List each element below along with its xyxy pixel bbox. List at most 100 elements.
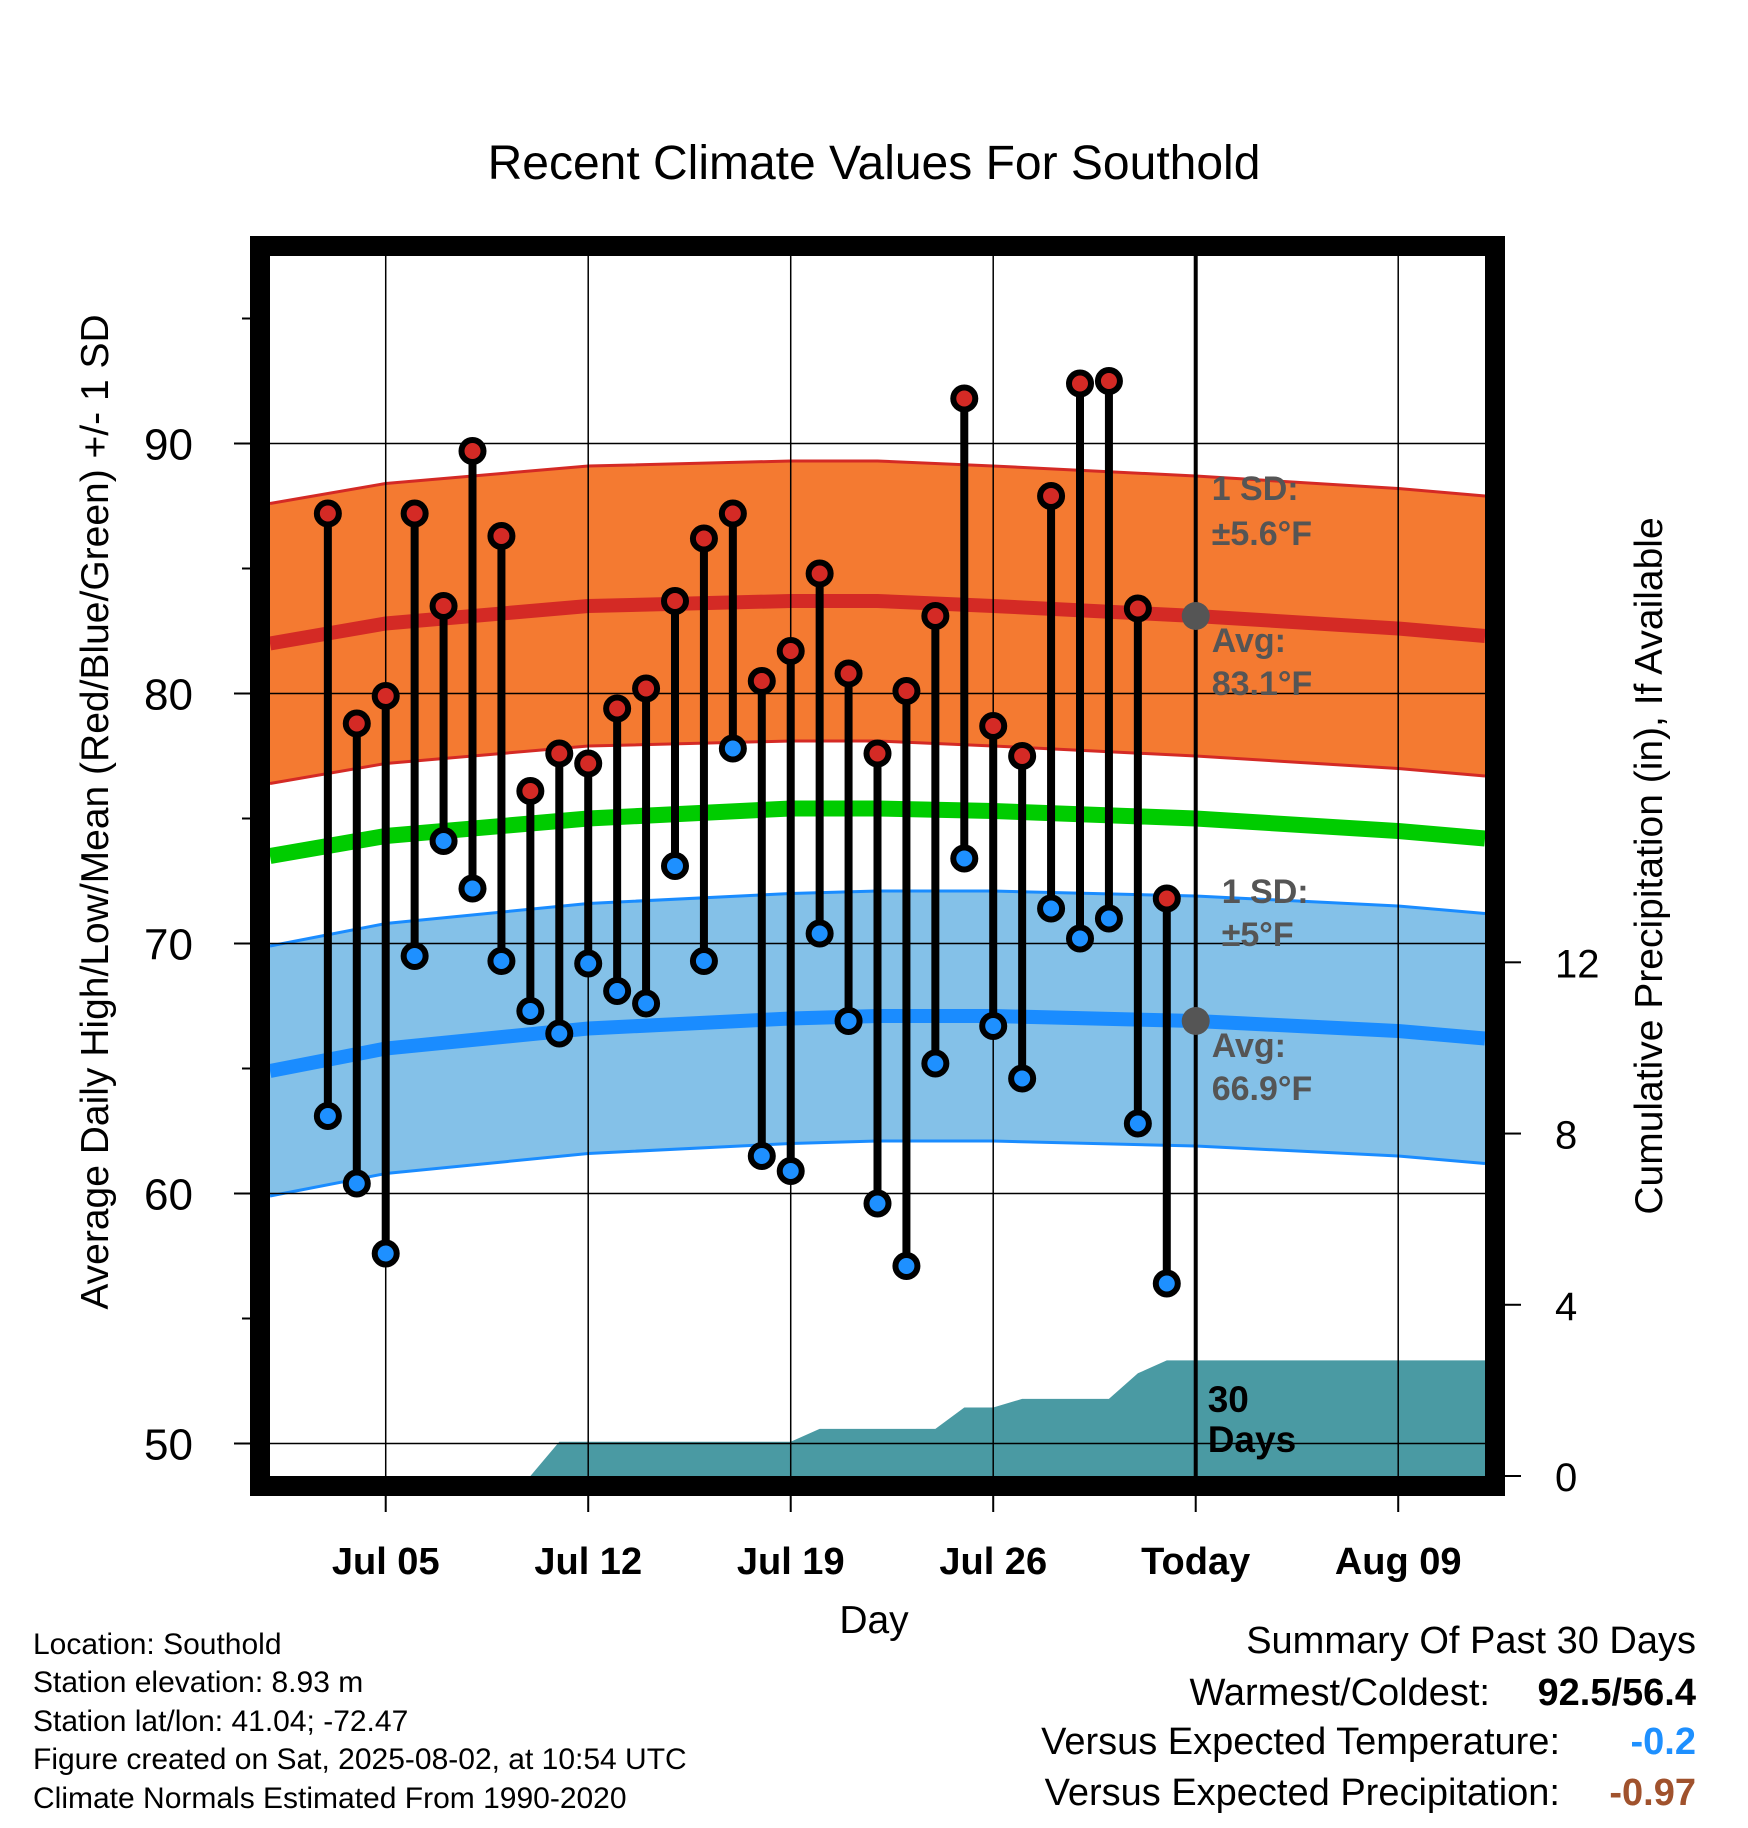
- high-sd-upper-edge: [269, 459, 1486, 505]
- low-marker: [1066, 924, 1094, 953]
- summary-warmest-coldest-label: Warmest/Coldest:: [1189, 1672, 1490, 1714]
- high-marker: [574, 749, 603, 778]
- info-latlon: Station lat/lon: 41.04; -72.47: [33, 1705, 409, 1738]
- high-marker: [342, 709, 371, 738]
- high-marker: [545, 739, 574, 768]
- low-marker: [487, 947, 516, 975]
- high-marker: [487, 522, 516, 550]
- low-marker: [834, 1007, 863, 1035]
- x-tick-label: Jul 05: [332, 1541, 440, 1583]
- low-marker: [1152, 1269, 1181, 1298]
- normal-bands: [268, 459, 1486, 1198]
- y-tick-label: 90: [144, 421, 193, 470]
- x-tick-label: Jul 26: [939, 1541, 1047, 1583]
- high-marker: [1008, 742, 1037, 770]
- low-marker: [1094, 904, 1123, 933]
- info-elevation: Station elevation: 8.93 m: [33, 1666, 364, 1699]
- y-axis-label: Average Daily High/Low/Mean (Red/Blue/Gr…: [74, 314, 117, 1309]
- today-avg-high-dot: [1181, 602, 1210, 630]
- low-marker: [342, 1169, 371, 1198]
- high-marker: [1066, 369, 1094, 398]
- axes: 50 60 70 80 90 0 4 8 12 Jul 05 Jul 12 Jul 19 Jul 26 T…: [144, 317, 1600, 1583]
- high-avg-value: 83.1°F: [1212, 665, 1313, 703]
- y2-tick-label: 0: [1555, 1456, 1577, 1500]
- high-marker: [1094, 367, 1123, 395]
- precipitation-area: [270, 1360, 1485, 1476]
- low-marker: [1123, 1109, 1152, 1138]
- low-marker: [574, 949, 603, 978]
- low-marker: [429, 827, 458, 855]
- low-sd-value: ±5°F: [1222, 916, 1294, 954]
- precipitation-fill: [270, 1360, 1485, 1476]
- plot-frame: [250, 236, 1505, 1496]
- low-marker: [689, 947, 718, 975]
- high-marker: [516, 777, 545, 805]
- info-created: Figure created on Sat, 2025-08-02, at 10…: [33, 1743, 687, 1776]
- x-tick-label: Aug 09: [1335, 1541, 1462, 1583]
- summary-title: Summary Of Past 30 Days: [1246, 1620, 1696, 1662]
- low-marker: [863, 1189, 892, 1218]
- low-marker: [400, 942, 429, 970]
- high-marker: [689, 524, 718, 553]
- low-marker: [718, 734, 747, 763]
- high-marker: [371, 682, 400, 710]
- info-location: Location: Southold: [33, 1628, 282, 1661]
- high-marker: [1152, 884, 1181, 913]
- low-marker: [545, 1019, 574, 1048]
- low-marker: [979, 1012, 1008, 1040]
- low-marker: [1008, 1064, 1037, 1093]
- low-marker: [661, 852, 689, 880]
- high-marker: [603, 694, 632, 723]
- low-marker: [776, 1157, 805, 1185]
- y-tick-label: 70: [144, 921, 193, 970]
- summary-warmest-coldest-value: 92.5/56.4: [1537, 1672, 1697, 1714]
- high-marker: [892, 677, 921, 705]
- summary-temp-value: -0.2: [1630, 1721, 1696, 1763]
- summary-precip-label: Versus Expected Precipitation:: [1044, 1772, 1560, 1814]
- daily-markers: [313, 367, 1181, 1298]
- summary-coldest: 56.4: [1622, 1672, 1696, 1714]
- low-marker: [892, 1252, 921, 1280]
- low-avg-label: Avg:: [1212, 1027, 1286, 1065]
- summary-temp-label: Versus Expected Temperature:: [1041, 1721, 1560, 1763]
- high-marker: [661, 587, 689, 615]
- today-avg-low-dot: [1181, 1007, 1210, 1035]
- high-sd-label: 1 SD:: [1212, 470, 1299, 508]
- summary-warmest: 92.5: [1537, 1672, 1612, 1714]
- high-marker: [747, 667, 776, 695]
- today-window-label-unit: Days: [1208, 1419, 1296, 1460]
- x-tick-label: Jul 19: [737, 1541, 845, 1583]
- high-marker: [429, 592, 458, 620]
- high-sd-value: ±5.6°F: [1212, 515, 1312, 553]
- high-marker: [458, 437, 487, 465]
- low-marker: [603, 977, 632, 1005]
- y-tick-label: 60: [144, 1171, 193, 1220]
- y2-tick-label: 8: [1555, 1114, 1577, 1158]
- band-annotations: 1 SD: ±5.6°F Avg: 83.1°F 1 SD: ±5°F Avg: 66.9°F: [1212, 470, 1313, 1108]
- y-tick-label: 50: [144, 1421, 193, 1470]
- high-marker: [313, 499, 342, 528]
- low-marker: [1037, 894, 1066, 923]
- high-marker: [950, 384, 979, 413]
- avg-high-line: [268, 594, 1486, 651]
- low-avg-value: 66.9°F: [1212, 1070, 1313, 1108]
- chart-title: Recent Climate Values For Southold: [488, 137, 1261, 190]
- daily-stems: [323, 381, 1171, 1284]
- high-marker: [1037, 482, 1066, 510]
- high-marker: [834, 659, 863, 688]
- low-marker: [458, 874, 487, 903]
- high-marker: [805, 559, 834, 588]
- low-sd-label: 1 SD:: [1222, 873, 1309, 911]
- high-marker: [718, 499, 747, 528]
- summary-precip-value: -0.97: [1609, 1772, 1696, 1814]
- high-marker: [979, 712, 1008, 740]
- high-marker: [632, 674, 661, 703]
- high-marker: [400, 499, 429, 528]
- today-window-label-number: 30: [1208, 1379, 1249, 1420]
- low-marker: [632, 989, 661, 1018]
- x-tick-label: Today: [1141, 1541, 1250, 1583]
- low-marker: [805, 919, 834, 948]
- low-marker: [371, 1239, 400, 1268]
- y2-axis-label: Cumulative Precipitation (in), If Availa…: [1628, 517, 1671, 1214]
